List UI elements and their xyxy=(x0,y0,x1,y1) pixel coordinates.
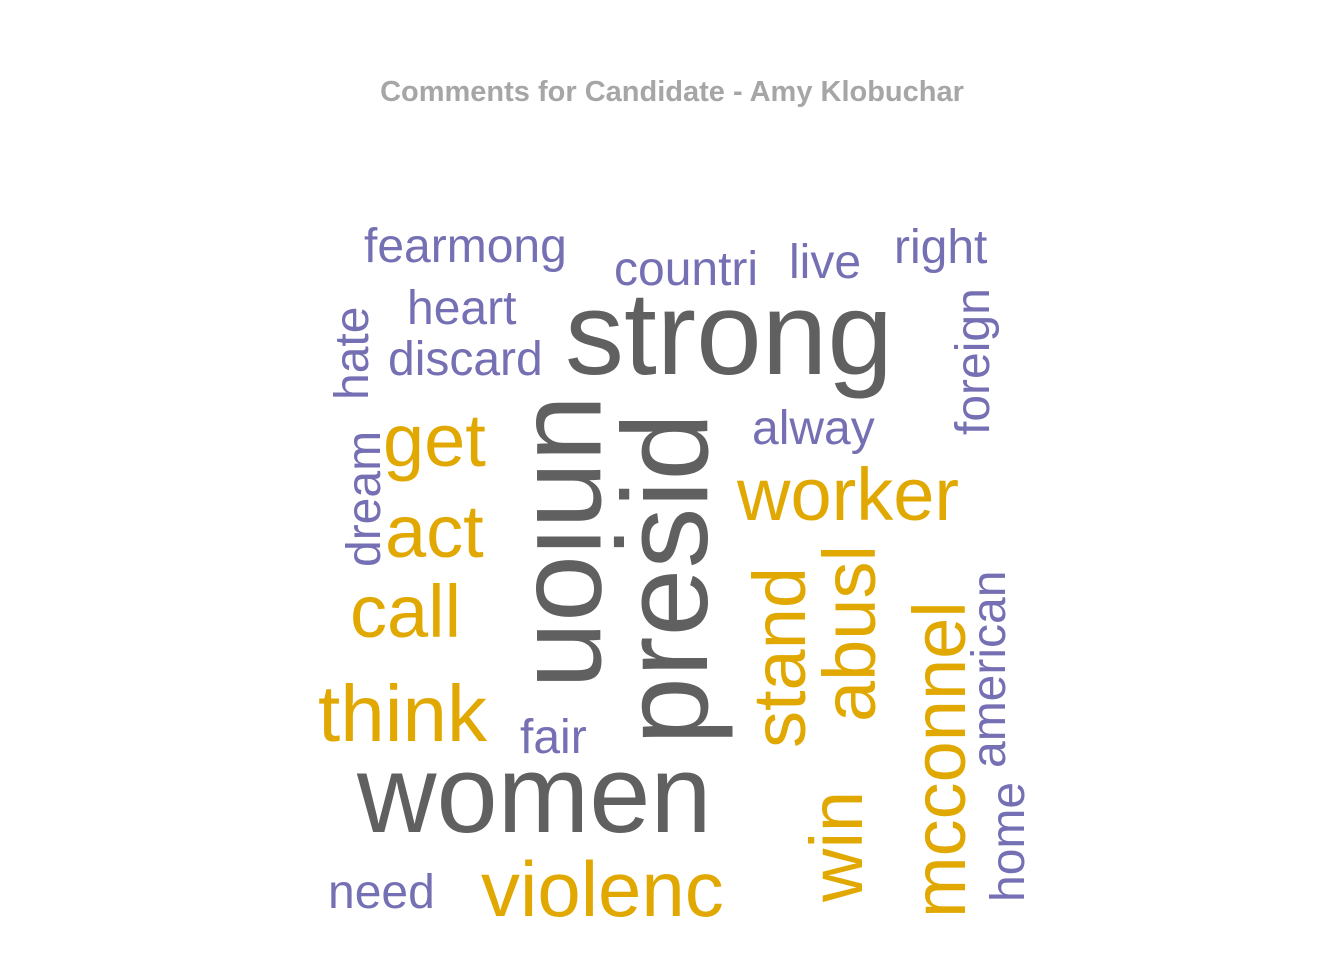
word-home: home xyxy=(982,782,1035,902)
word-violenc: violenc xyxy=(481,845,724,933)
word-countri: countri xyxy=(614,243,758,296)
word-foreign: foreign xyxy=(947,288,1000,435)
word-alway: alway xyxy=(752,402,875,455)
word-call: call xyxy=(350,570,461,653)
word-dream: dream xyxy=(338,431,391,567)
word-win: win xyxy=(795,791,878,903)
word-american: american xyxy=(963,571,1016,768)
word-need: need xyxy=(328,866,435,919)
word-abusl: abusl xyxy=(808,545,891,722)
word-union: union xyxy=(511,395,645,689)
word-live: live xyxy=(789,236,861,289)
word-discard: discard xyxy=(388,333,543,386)
word-think: think xyxy=(318,669,488,758)
word-strong: strong xyxy=(565,268,893,400)
word-worker: worker xyxy=(736,453,959,536)
word-act: act xyxy=(385,490,484,573)
word-hate: hate xyxy=(326,307,379,400)
word-fair: fair xyxy=(520,711,587,764)
word-stand: stand xyxy=(738,567,821,748)
word-women: women xyxy=(356,733,712,856)
word-fearmong: fearmong xyxy=(364,220,567,273)
word-presid: presid xyxy=(597,413,733,745)
chart-title: Comments for Candidate - Amy Klobuchar xyxy=(380,76,964,108)
word-heart: heart xyxy=(407,282,516,335)
word-get: get xyxy=(383,399,486,482)
word-mcconnel: mcconnel xyxy=(898,601,981,918)
word-right: right xyxy=(894,221,987,274)
